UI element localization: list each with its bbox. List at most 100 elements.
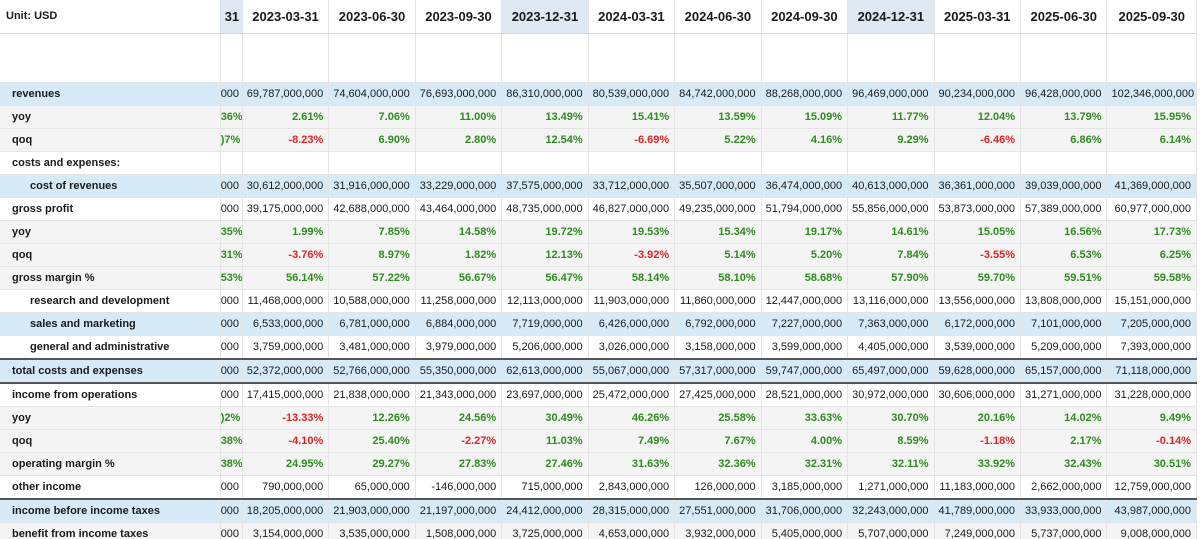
table-row[interactable]: research and development 000 11,468,000,00…: [0, 289, 1197, 313]
table-row[interactable]: income from operations 000 17,415,000,000 2…: [0, 382, 1197, 407]
column-header[interactable]: 2024-03-31: [588, 0, 676, 34]
value-cell: 33.92%: [934, 452, 1022, 476]
value-cell: 5,707,000,000: [847, 522, 935, 539]
value-cell: 21,197,000,000: [415, 498, 503, 523]
value-cell: [328, 151, 416, 175]
table-row[interactable]: gross margin % 53% 56.14% 57.22% 56.67% 56.47…: [0, 266, 1197, 290]
table-row[interactable]: benefit from income taxes 000 3,154,000,00…: [0, 522, 1197, 539]
table-row[interactable]: income before income taxes 000 18,205,000,…: [0, 498, 1197, 523]
table-row[interactable]: yoy)2% -13.33% 12.26% 24.56% 30.49% 46.26% 25.…: [0, 406, 1197, 430]
value-cell: 6.90%: [328, 128, 416, 152]
table-row[interactable]: yoy 36% 2.61% 7.06% 11.00% 13.49% 15.41% 13.59%…: [0, 105, 1197, 129]
value-cell: 102,346,000,000: [1106, 82, 1197, 106]
table-row[interactable]: general and administrative 000 3,759,000,0…: [0, 335, 1197, 360]
table-row[interactable]: operating margin % 38% 24.95% 29.27% 27.83% 2…: [0, 452, 1197, 476]
value-cell: 29.27%: [328, 452, 416, 476]
table-row[interactable]: revenues 000 69,787,000,000 74,604,000,000 7…: [0, 82, 1197, 106]
value-cell: 32,243,000,000: [847, 498, 935, 523]
value-cell: 3,154,000,000: [242, 522, 330, 539]
column-header[interactable]: 2023-06-30: [328, 0, 416, 34]
value-cell: 71,118,000,000: [1106, 358, 1197, 384]
value-cell: 3,481,000,000: [328, 335, 416, 360]
value-cell: 12.54%: [501, 128, 589, 152]
value-cell: 16.56%: [1020, 220, 1108, 244]
column-header[interactable]: 2025-06-30: [1020, 0, 1108, 34]
table-row[interactable]: qoq 38% -4.10% 25.40% -2.27% 11.03% 7.49% 7.67%…: [0, 429, 1197, 453]
value-cell: 27.46%: [501, 452, 589, 476]
value-cell: 65,157,000,000: [1020, 358, 1108, 384]
value-cell: 56.67%: [415, 266, 503, 290]
value-cell: 2.17%: [1020, 429, 1108, 453]
value-cell: 7,363,000,000: [847, 312, 935, 336]
column-header[interactable]: 2023-09-30: [415, 0, 503, 34]
value-cell: 4.00%: [761, 429, 849, 453]
value-cell: 3,539,000,000: [934, 335, 1022, 360]
table-row[interactable]: sales and marketing 000 6,533,000,000 6,781…: [0, 312, 1197, 336]
value-cell: 15.41%: [588, 105, 676, 129]
row-label: costs and expenses:: [0, 151, 221, 175]
value-cell: 4,405,000,000: [847, 335, 935, 360]
column-header[interactable]: 2023-03-31: [242, 0, 330, 34]
value-cell: 5,405,000,000: [761, 522, 849, 539]
value-cell: 30.51%: [1106, 452, 1197, 476]
value-cell: 9.49%: [1106, 406, 1197, 430]
column-header[interactable]: 2023-12-31: [501, 0, 589, 34]
spacer-cell: [220, 33, 243, 83]
row-label: operating margin %: [0, 452, 221, 476]
table-row[interactable]: cost of revenues 000 30,612,000,000 31,916,…: [0, 174, 1197, 198]
value-cell: 18,205,000,000: [242, 498, 330, 523]
value-cell: 57,317,000,000: [674, 358, 762, 384]
value-cell: 7,227,000,000: [761, 312, 849, 336]
table-row[interactable]: total costs and expenses 000 52,372,000,00…: [0, 358, 1197, 384]
value-cell: [934, 151, 1022, 175]
value-cell: 11,468,000,000: [242, 289, 330, 313]
value-cell: [501, 151, 589, 175]
value-cell: 27,551,000,000: [674, 498, 762, 523]
column-header[interactable]: 2024-12-31: [847, 0, 935, 34]
table-row[interactable]: yoy 35% 1.99% 7.85% 14.58% 19.72% 19.53% 15.34%…: [0, 220, 1197, 244]
value-cell-partial: 000: [220, 498, 243, 523]
value-cell: 2,662,000,000: [1020, 475, 1108, 500]
table-row[interactable]: qoq)7% -8.23% 6.90% 2.80% 12.54% -6.69% 5.22% 4…: [0, 128, 1197, 152]
value-cell: 12.13%: [501, 243, 589, 267]
value-cell: 9.29%: [847, 128, 935, 152]
table-row[interactable]: gross profit 000 39,175,000,000 42,688,000,…: [0, 197, 1197, 221]
value-cell: 5.22%: [674, 128, 762, 152]
value-cell: 2.80%: [415, 128, 503, 152]
table-row[interactable]: qoq 31% -3.76% 8.97% 1.82% 12.13% -3.92% 5.14% 5…: [0, 243, 1197, 267]
value-cell: 31,706,000,000: [761, 498, 849, 523]
row-label: other income: [0, 475, 221, 500]
column-header[interactable]: 2024-09-30: [761, 0, 849, 34]
table-body: revenues 000 69,787,000,000 74,604,000,000 7…: [0, 33, 1197, 539]
value-cell: 8.59%: [847, 429, 935, 453]
value-cell: 3,979,000,000: [415, 335, 503, 360]
value-cell: 25,472,000,000: [588, 382, 676, 407]
value-cell: 2.61%: [242, 105, 330, 129]
value-cell: [415, 151, 503, 175]
value-cell: -8.23%: [242, 128, 330, 152]
table-row[interactable]: costs and expenses:: [0, 151, 1197, 175]
value-cell: 55,350,000,000: [415, 358, 503, 384]
value-cell: 86,310,000,000: [501, 82, 589, 106]
value-cell: 65,000,000: [328, 475, 416, 500]
value-cell: 59,628,000,000: [934, 358, 1022, 384]
value-cell: 84,742,000,000: [674, 82, 762, 106]
column-header-partial[interactable]: 31: [220, 0, 243, 34]
value-cell: 13.49%: [501, 105, 589, 129]
column-header[interactable]: 2025-09-30: [1106, 0, 1197, 34]
value-cell: 3,725,000,000: [501, 522, 589, 539]
value-cell: 790,000,000: [242, 475, 330, 500]
value-cell: 6,533,000,000: [242, 312, 330, 336]
value-cell: 21,343,000,000: [415, 382, 503, 407]
value-cell: 3,535,000,000: [328, 522, 416, 539]
value-cell: 96,428,000,000: [1020, 82, 1108, 106]
value-cell: 5,206,000,000: [501, 335, 589, 360]
column-header[interactable]: 2024-06-30: [674, 0, 762, 34]
value-cell-partial: 000: [220, 335, 243, 360]
value-cell: 41,789,000,000: [934, 498, 1022, 523]
value-cell: 15.09%: [761, 105, 849, 129]
row-label: total costs and expenses: [0, 358, 221, 384]
value-cell: 51,794,000,000: [761, 197, 849, 221]
column-header[interactable]: 2025-03-31: [934, 0, 1022, 34]
table-row[interactable]: other income 000 790,000,000 65,000,000 -146…: [0, 475, 1197, 500]
